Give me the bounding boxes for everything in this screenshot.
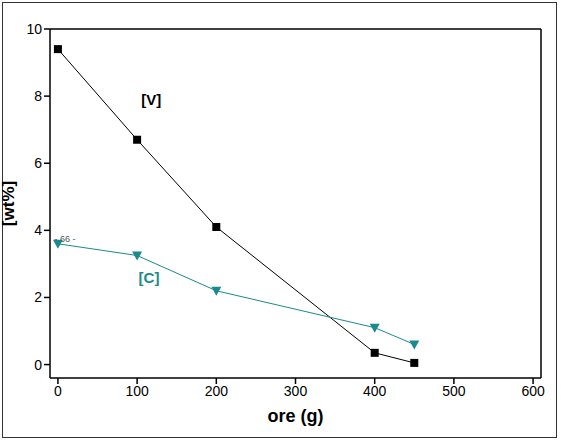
svg-text:2: 2 — [34, 289, 42, 305]
svg-text:10: 10 — [26, 21, 42, 37]
svg-text:6: 6 — [34, 155, 42, 171]
svg-text:ore (g): ore (g) — [268, 406, 324, 426]
svg-text:4: 4 — [34, 222, 42, 238]
svg-text:[V]: [V] — [141, 91, 161, 108]
svg-text:[wt%]: [wt%] — [8, 181, 18, 226]
svg-text:300: 300 — [284, 383, 308, 399]
svg-text:400: 400 — [363, 383, 387, 399]
svg-text:200: 200 — [205, 383, 229, 399]
svg-text:500: 500 — [442, 383, 466, 399]
svg-text:100: 100 — [125, 383, 149, 399]
svg-text:0: 0 — [54, 383, 62, 399]
svg-text:- 66 -: - 66 - — [55, 234, 76, 244]
svg-text:600: 600 — [521, 383, 545, 399]
svg-text:0: 0 — [34, 357, 42, 373]
svg-text:[C]: [C] — [139, 269, 160, 286]
svg-text:8: 8 — [34, 88, 42, 104]
